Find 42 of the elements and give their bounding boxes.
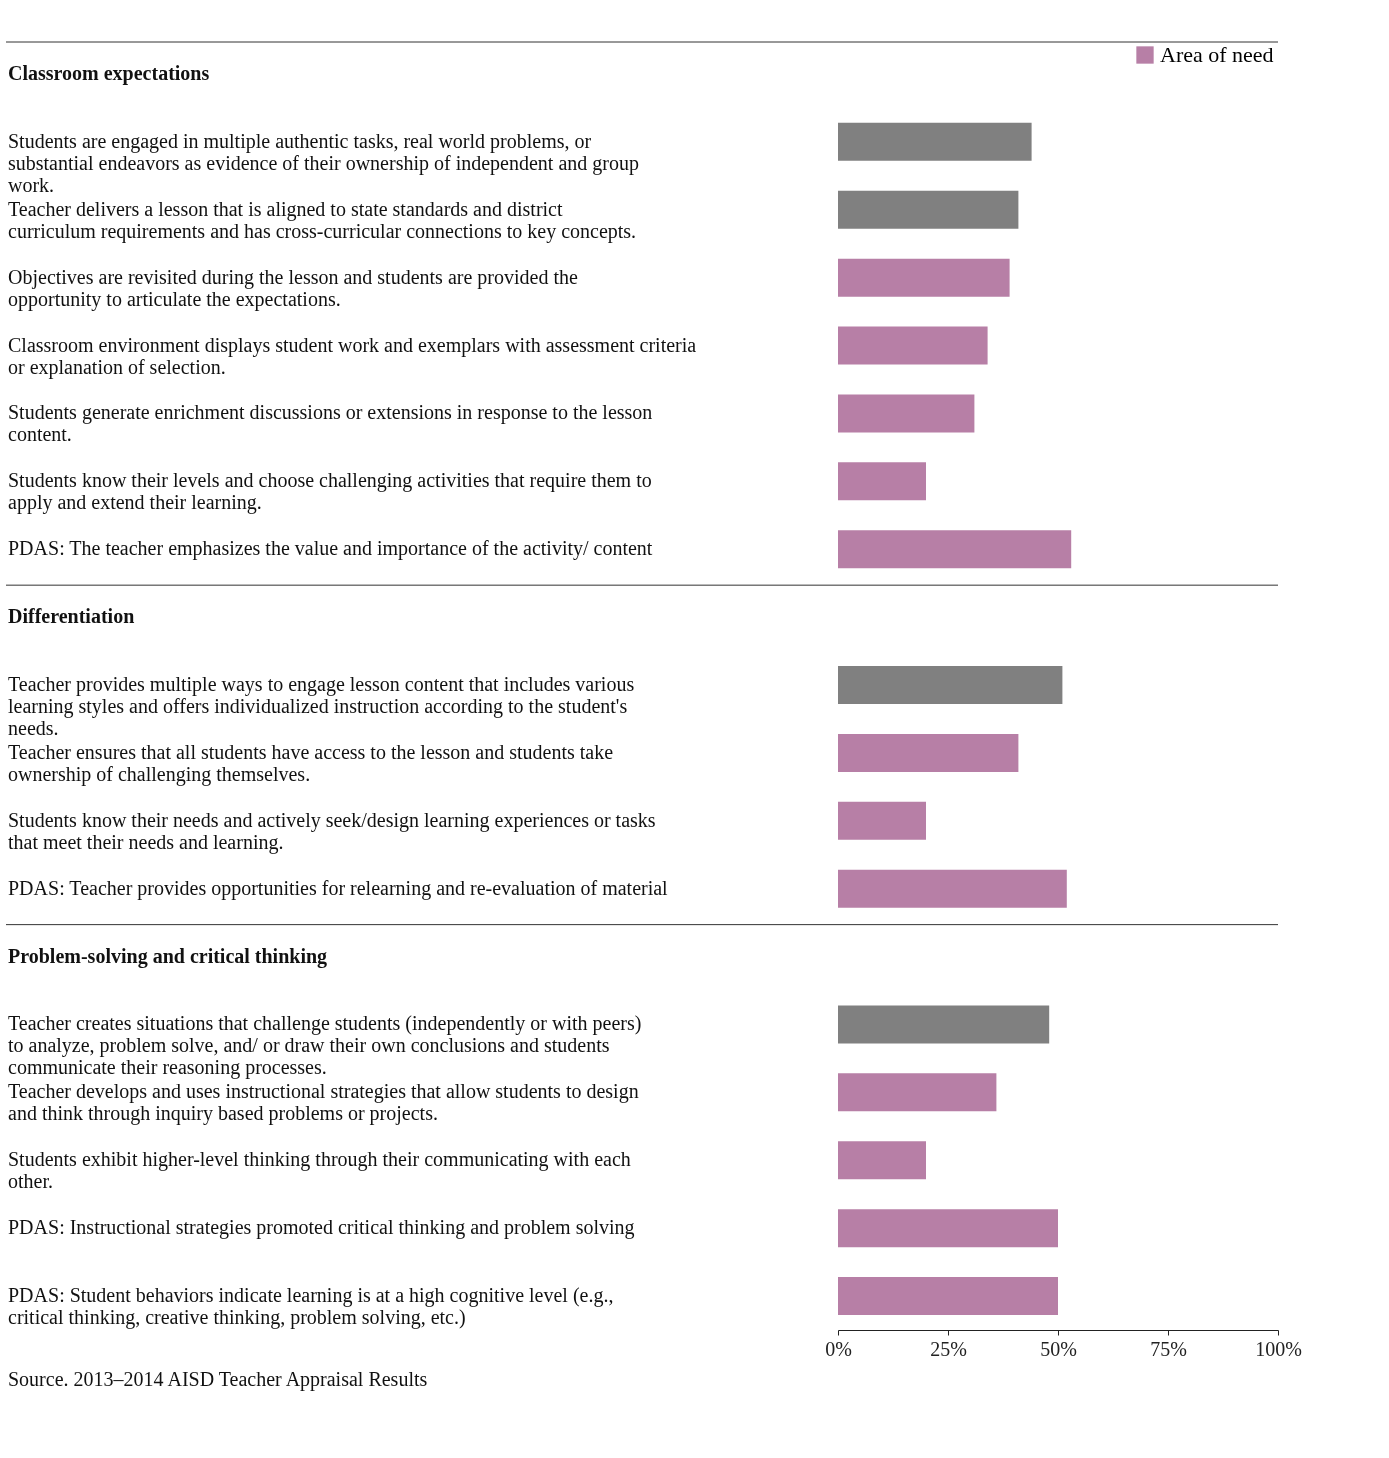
bar [838,326,988,365]
bar [838,1005,1050,1044]
bar [838,869,1067,908]
legend-label: Area of need [1160,42,1274,67]
bar [838,122,1032,161]
x-tick-label: 50% [1040,1337,1077,1360]
x-tick-label: 25% [930,1337,967,1360]
x-tick-label: 0% [825,1337,852,1360]
y-tick-label: Students know their needs and actively seek/design learning experiences or tasks that meet their needs and learning. [8,808,656,854]
y-tick-label: Teacher ensures that all students have access to the lesson and students take ownership of challenging themselves. [8,740,614,786]
y-tick-label: PDAS: Instructional strategies promoted critical thinking and problem solving [8,1216,635,1240]
bar [838,733,1019,772]
bar [838,1073,997,1112]
x-tick-label: 100% [1255,1337,1302,1360]
y-tick-label: Problem-solving and critical thinking [8,944,328,968]
y-tick-label: Students exhibit higher-level thinking through their communicating with each other. [8,1148,631,1193]
y-tick-label: Teacher develops and uses instructional strategies that allow students to design and think through inquiry based problems or projects. [8,1080,639,1126]
bar [838,1277,1058,1316]
bar [838,190,1019,229]
bar [838,666,1063,704]
y-tick-label: PDAS: Student behaviors indicate learning is at a high cognitive level (e.g., critical thinking, creative thinking, problem solving, etc.) [8,1284,614,1330]
y-tick-label: Teacher creates situations that challenge students (independently or with peers) to analyze, problem solve, and/ or draw their own conclusions and students communicate their reasoning processes. [8,1012,642,1080]
y-tick-label: Classroom expectations [8,61,210,85]
y-tick-label: Students generate enrichment discussions or extensions in response to the lesson content. [8,401,653,446]
bar [838,1141,926,1180]
y-tick-label: Objectives are revisited during the lesson and students are provided the opportunity to articulate the expectations. [8,265,578,311]
y-tick-label: PDAS: Teacher provides opportunities for relearning and re-evaluation of material [8,876,669,900]
y-tick-label: Students know their levels and choose challenging activities that require them to apply and extend their learning. [8,469,652,515]
y-tick-label: Classroom environment displays student work and exemplars with assessment criteria or explanation of selection. [8,333,697,379]
bar [838,462,926,501]
bar [838,530,1072,569]
source-note: Source. 2013–2014 AISD Teacher Appraisal Results [8,1368,428,1391]
bar [838,1209,1058,1248]
y-tick-label: Students are engaged in multiple authentic tasks, real world problems, or substantial endeavors as evidence of their ownership of independent and group work. [8,129,639,196]
bar [838,801,926,840]
bar [838,258,1010,297]
y-tick-label: Teacher delivers a lesson that is aligned to state standards and district curriculum requirements and has cross-curricular connections to key concepts. [8,197,637,243]
x-tick-label: 75% [1150,1337,1187,1360]
bar [838,394,975,433]
y-tick-label: Teacher provides multiple ways to engage lesson content that includes various learning styles and offers individualized instruction according to the student's needs. [8,673,635,739]
y-tick-label: PDAS: The teacher emphasizes the value and importance of the activity/ content [8,537,653,561]
y-tick-label: Differentiation [8,605,135,628]
